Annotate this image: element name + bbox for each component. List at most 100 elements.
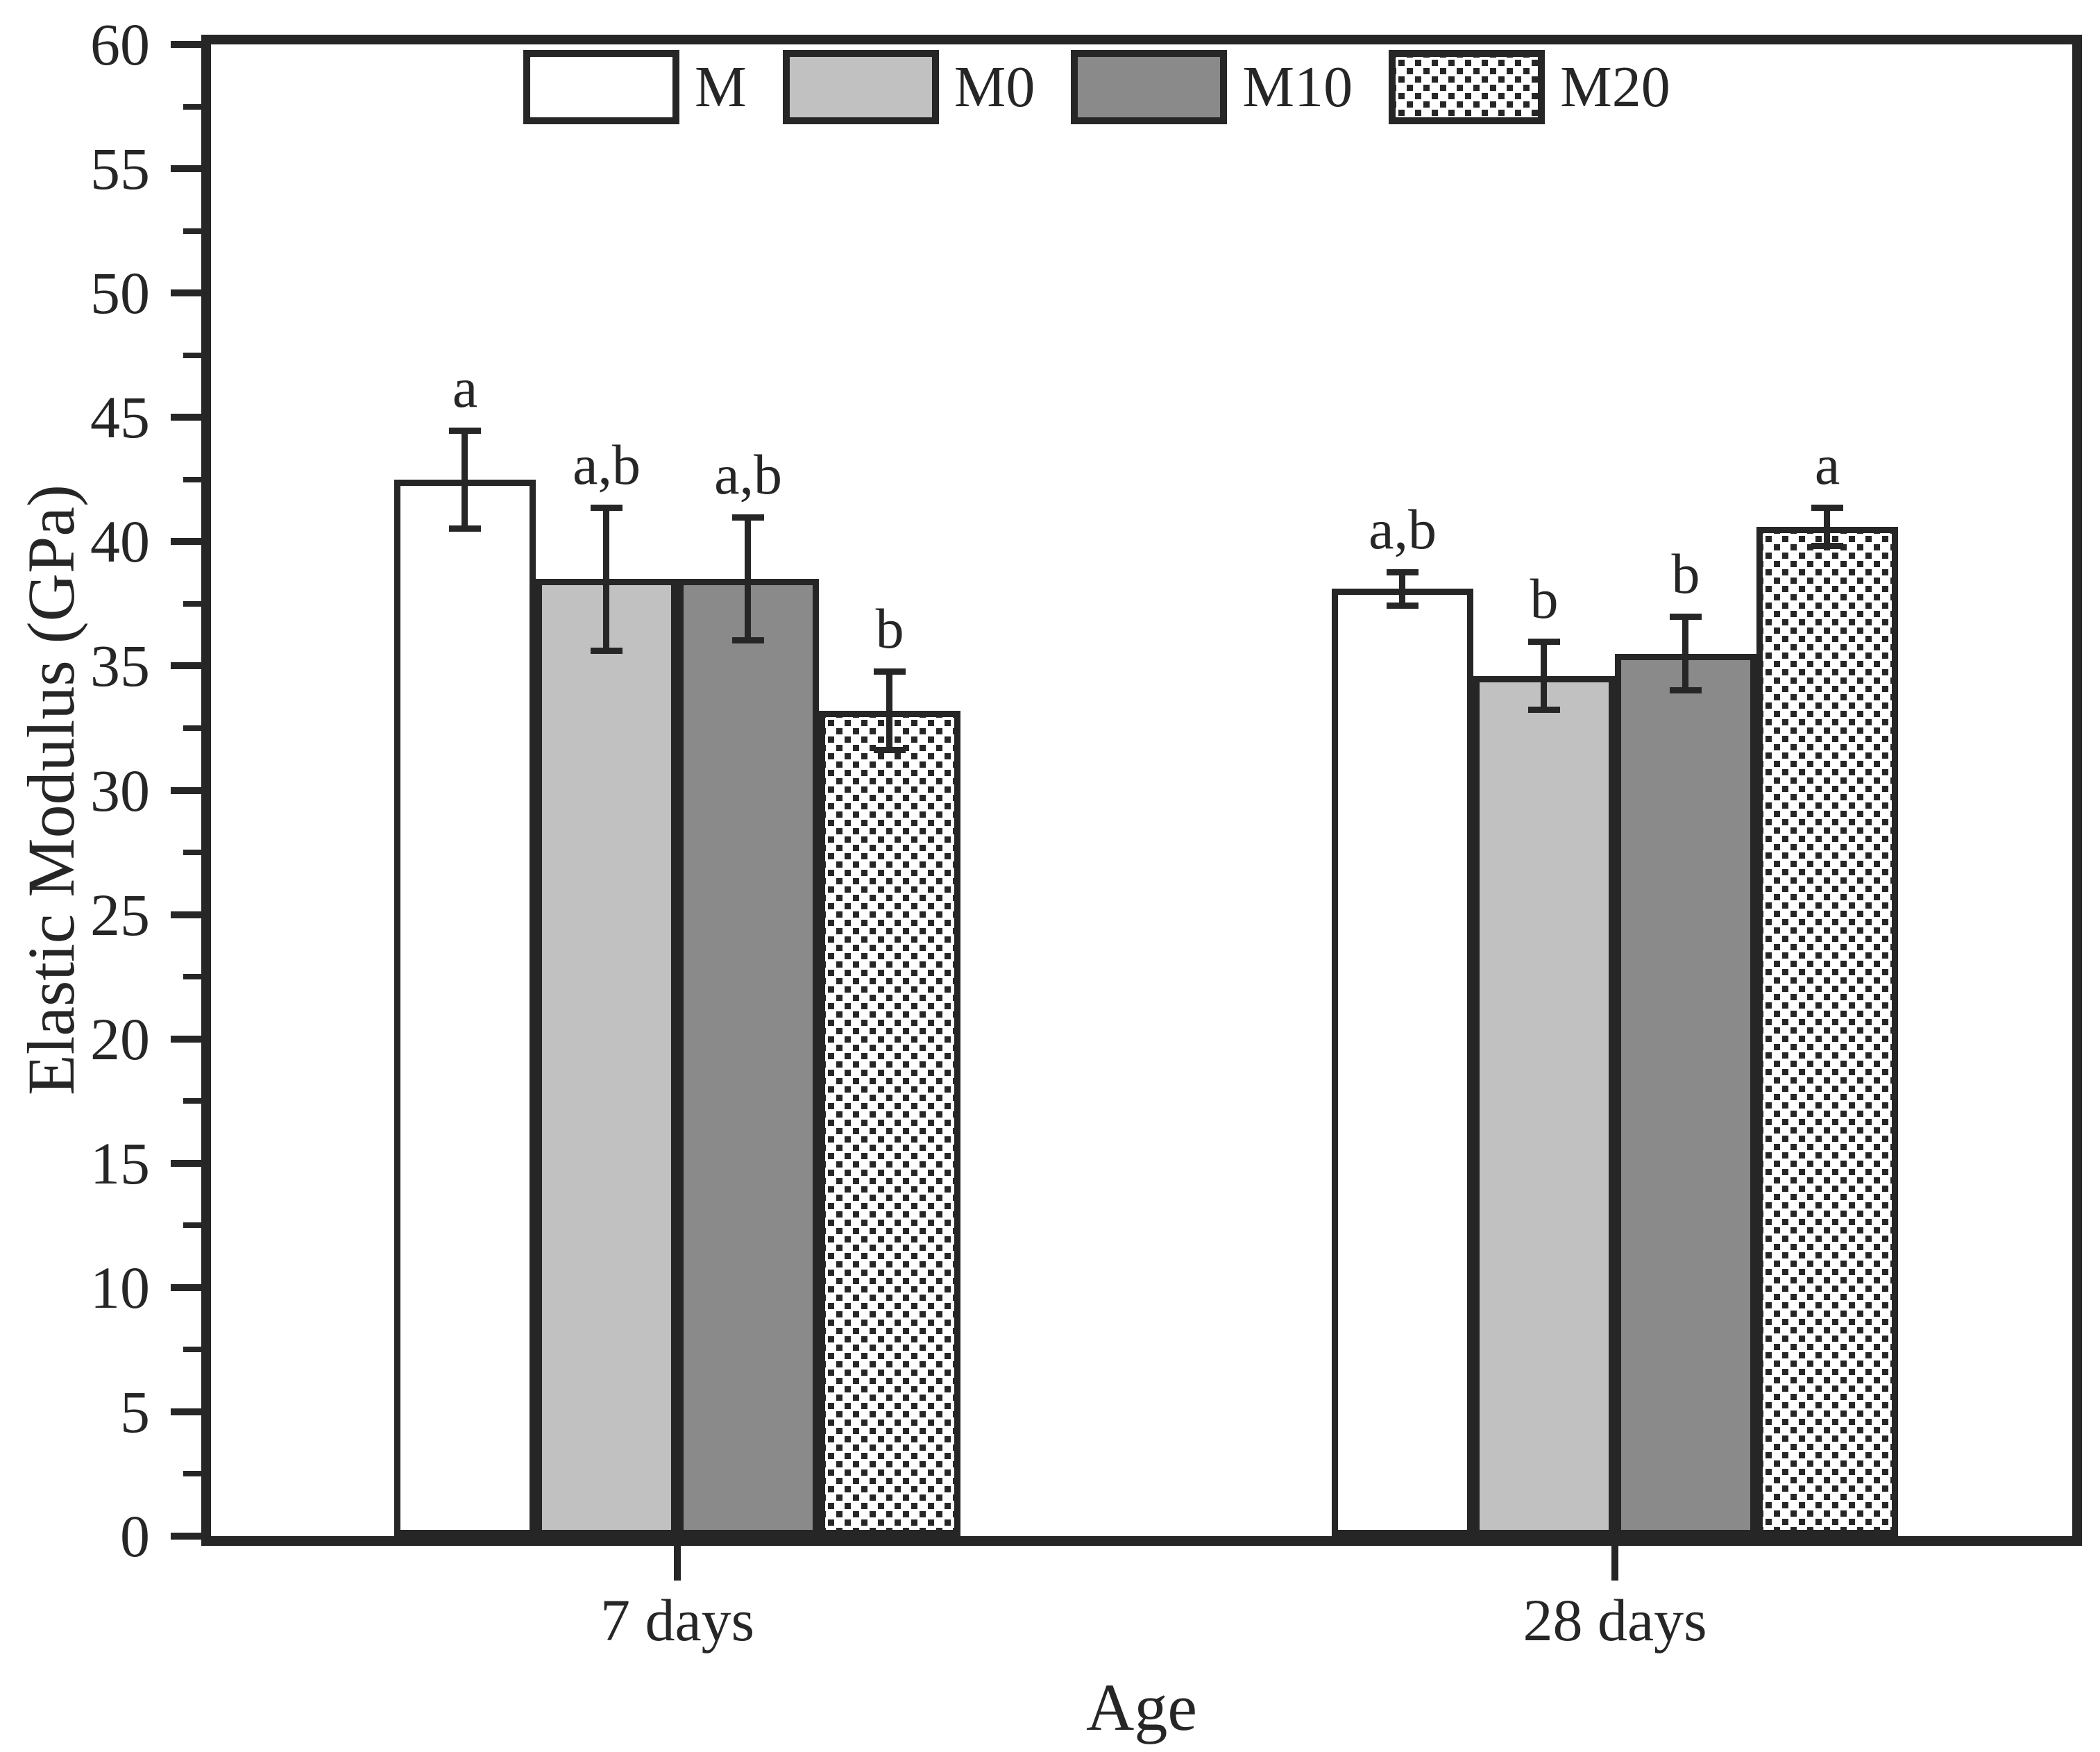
y-major-tick — [171, 165, 201, 173]
legend-entry-m10: M10 — [1071, 50, 1353, 124]
error-bar-cap-bottom — [1670, 687, 1702, 693]
plot-area: M M0 M10 M20 0 5 10 15 20 25 30 35 40 45 50 55 60 7 days… — [90, 15, 2082, 1650]
y-minor-tick — [183, 352, 201, 358]
error-bar-cap-bottom — [1811, 543, 1844, 550]
legend: M M0 M10 M20 — [523, 50, 1670, 124]
y-major-tick — [171, 414, 201, 421]
bar-m10-1 — [677, 579, 820, 1536]
y-minor-tick — [183, 850, 201, 856]
legend-label-m: M — [695, 54, 747, 119]
y-tick-label: 50 — [90, 260, 150, 327]
y-major-tick — [171, 538, 201, 546]
error-bar-line — [886, 668, 893, 753]
error-bar-cap-top — [874, 668, 906, 675]
error-bar-cap-bottom — [732, 637, 765, 644]
x-category-label: 7 days — [600, 1587, 755, 1653]
legend-swatch-m0 — [782, 50, 939, 124]
x-category-tick — [1611, 1546, 1619, 1581]
legend-entry-m20: M20 — [1389, 50, 1670, 124]
error-bar-cap-top — [591, 504, 623, 511]
y-tick-label: 35 — [90, 632, 150, 700]
error-bar-cap-bottom — [591, 647, 623, 654]
error-bar — [1811, 504, 1844, 550]
bar-m0-1 — [536, 579, 678, 1536]
y-major-tick — [171, 1533, 201, 1540]
error-bar-cap-top — [732, 514, 765, 521]
bar-m20-2 — [1756, 526, 1899, 1536]
y-major-tick — [171, 911, 201, 918]
error-bar-line — [1682, 614, 1689, 693]
significance-label: b — [1530, 567, 1559, 631]
y-minor-tick — [183, 725, 201, 731]
error-bar-cap-bottom — [449, 525, 482, 532]
significance-label: a,b — [1369, 497, 1437, 561]
y-minor-tick — [183, 103, 201, 110]
y-major-tick — [171, 1408, 201, 1415]
y-minor-tick — [183, 600, 201, 607]
y-minor-tick — [183, 974, 201, 980]
error-bar-line — [1399, 568, 1406, 609]
error-bar — [1670, 614, 1702, 693]
error-bar-cap-top — [449, 427, 482, 434]
y-tick-label: 30 — [90, 757, 150, 824]
significance-label: a — [1814, 432, 1840, 496]
error-bar — [1387, 568, 1419, 609]
y-tick-label: 55 — [90, 135, 150, 203]
error-bar-line — [745, 514, 752, 644]
significance-label: b — [875, 597, 904, 660]
error-bar — [591, 504, 623, 654]
y-axis-title: Elastic Modulus (GPa) — [14, 485, 88, 1095]
error-bar — [732, 514, 765, 644]
error-bar-line — [1541, 639, 1548, 714]
legend-label-m20: M20 — [1560, 54, 1670, 119]
error-bar — [449, 427, 482, 532]
error-bar-cap-bottom — [874, 746, 906, 753]
error-bar-line — [1824, 504, 1831, 550]
y-minor-tick — [183, 476, 201, 482]
bar-m-1 — [394, 479, 536, 1536]
y-major-tick — [171, 1159, 201, 1167]
bar-m20-1 — [819, 710, 961, 1536]
bar-m10-2 — [1615, 653, 1757, 1536]
y-tick-label: 10 — [90, 1254, 150, 1321]
error-bar — [874, 668, 906, 753]
legend-label-m10: M10 — [1242, 54, 1353, 119]
bar-m-2 — [1332, 589, 1474, 1536]
legend-label-m0: M0 — [954, 54, 1035, 119]
error-bar-line — [462, 427, 468, 532]
legend-swatch-m20 — [1389, 50, 1546, 124]
error-bar-cap-top — [1387, 568, 1419, 575]
error-bar-cap-bottom — [1528, 707, 1561, 714]
error-bar-cap-top — [1811, 504, 1844, 511]
x-category-tick — [674, 1546, 681, 1581]
error-bar-line — [603, 504, 610, 654]
legend-entry-m0: M0 — [782, 50, 1035, 124]
y-tick-label: 5 — [120, 1378, 150, 1445]
y-minor-tick — [183, 1098, 201, 1104]
significance-label: a,b — [573, 432, 641, 496]
y-tick-label: 20 — [90, 1005, 150, 1072]
y-major-tick — [171, 662, 201, 670]
y-major-tick — [171, 1283, 201, 1291]
bar-m0-2 — [1473, 675, 1616, 1536]
y-major-tick — [171, 786, 201, 794]
legend-swatch-m10 — [1071, 50, 1228, 124]
y-major-tick — [171, 1035, 201, 1043]
y-major-tick — [171, 289, 201, 297]
error-bar-cap-bottom — [1387, 603, 1419, 609]
y-tick-label: 25 — [90, 881, 150, 948]
x-category-label: 28 days — [1523, 1587, 1707, 1653]
y-tick-label: 15 — [90, 1129, 150, 1197]
y-minor-tick — [183, 1471, 201, 1477]
y-tick-label: 60 — [90, 11, 150, 78]
error-bar-cap-top — [1528, 639, 1561, 646]
significance-label: b — [1671, 542, 1700, 606]
x-axis-title: Age — [1086, 1670, 1197, 1744]
y-major-tick — [171, 41, 201, 48]
y-minor-tick — [183, 1347, 201, 1353]
legend-swatch-m — [523, 50, 679, 124]
error-bar — [1528, 639, 1561, 714]
y-minor-tick — [183, 1222, 201, 1229]
significance-label: a — [452, 355, 478, 419]
